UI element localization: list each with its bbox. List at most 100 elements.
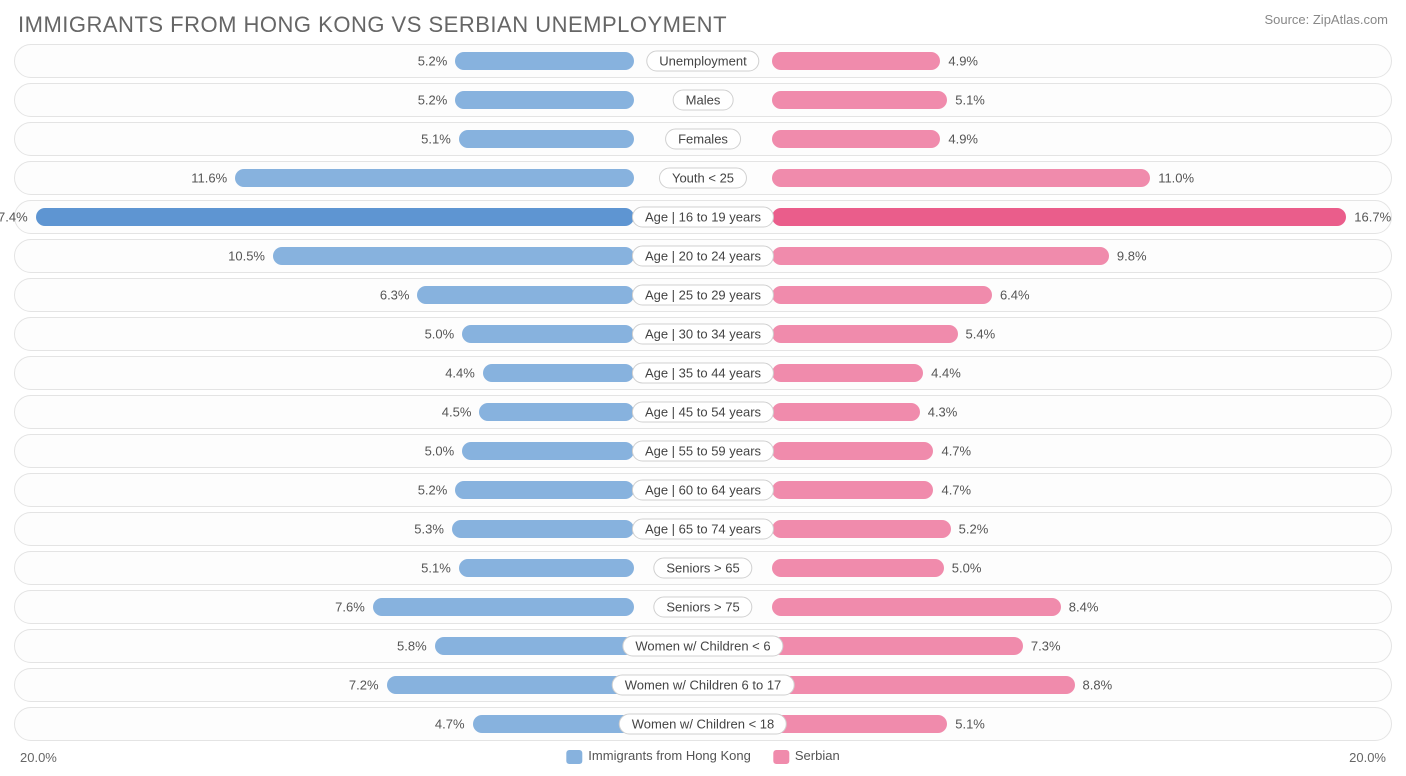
value-left: 5.0% xyxy=(425,327,455,342)
row-label: Age | 65 to 74 years xyxy=(632,519,774,540)
value-left: 7.6% xyxy=(335,600,365,615)
value-left: 5.2% xyxy=(418,483,448,498)
table-row: 4.5% 4.3% Age | 45 to 54 years xyxy=(14,395,1392,429)
value-left: 5.1% xyxy=(421,561,451,576)
value-left: 11.6% xyxy=(191,171,227,186)
bar-right xyxy=(772,520,951,538)
value-right: 8.4% xyxy=(1069,600,1099,615)
bar-right xyxy=(772,52,941,70)
table-row: 5.2% 5.1% Males xyxy=(14,83,1392,117)
value-left: 4.4% xyxy=(445,366,475,381)
bar-left xyxy=(273,247,634,265)
value-left: 5.2% xyxy=(418,93,448,108)
value-right: 5.1% xyxy=(955,93,985,108)
bar-left xyxy=(417,286,634,304)
value-left: 5.3% xyxy=(414,522,444,537)
value-right: 11.0% xyxy=(1158,171,1194,186)
value-right: 6.4% xyxy=(1000,288,1030,303)
row-label: Age | 20 to 24 years xyxy=(632,246,774,267)
chart-title: IMMIGRANTS FROM HONG KONG VS SERBIAN UNE… xyxy=(18,12,1392,38)
bar-left xyxy=(455,52,634,70)
value-right: 4.3% xyxy=(928,405,958,420)
bar-left xyxy=(373,598,634,616)
bar-left xyxy=(36,208,635,226)
table-row: 5.1% 4.9% Females xyxy=(14,122,1392,156)
table-row: 7.6%8.4%Seniors > 75 xyxy=(14,590,1392,624)
row-label: Age | 35 to 44 years xyxy=(632,363,774,384)
value-right: 9.8% xyxy=(1117,249,1147,264)
table-row: 4.4% 4.4% Age | 35 to 44 years xyxy=(14,356,1392,390)
table-row: 5.8%7.3%Women w/ Children < 6 xyxy=(14,629,1392,663)
value-right: 5.4% xyxy=(966,327,996,342)
bar-right xyxy=(772,286,992,304)
bar-right xyxy=(772,325,958,343)
bar-right xyxy=(772,169,1150,187)
bar-right xyxy=(772,91,947,109)
row-label: Women w/ Children < 6 xyxy=(622,636,783,657)
axis-right-max: 20.0% xyxy=(1349,750,1386,765)
bar-right xyxy=(772,559,944,577)
diverging-bar-chart: 5.2%4.9%Unemployment 5.2% 5.1% Males 5.1% 4.9… xyxy=(14,44,1392,741)
value-right: 8.8% xyxy=(1083,678,1113,693)
bar-left xyxy=(387,676,635,694)
value-left: 5.8% xyxy=(397,639,427,654)
row-label: Age | 60 to 64 years xyxy=(632,480,774,501)
row-label: Women w/ Children 6 to 17 xyxy=(612,675,795,696)
chart-legend: Immigrants from Hong Kong Serbian xyxy=(566,748,839,764)
table-row: 5.1%5.0%Seniors > 65 xyxy=(14,551,1392,585)
value-left: 5.0% xyxy=(425,444,455,459)
table-row: 5.0% 5.4% Age | 30 to 34 years xyxy=(14,317,1392,351)
bar-right xyxy=(772,715,947,733)
value-right: 4.9% xyxy=(948,54,978,69)
row-label: Age | 30 to 34 years xyxy=(632,324,774,345)
row-label: Age | 55 to 59 years xyxy=(632,441,774,462)
bar-right xyxy=(772,676,1075,694)
legend-label-left: Immigrants from Hong Kong xyxy=(588,748,751,763)
value-left: 5.1% xyxy=(421,132,451,147)
bar-left xyxy=(462,442,634,460)
value-left: 6.3% xyxy=(380,288,410,303)
bar-left xyxy=(479,403,634,421)
value-right: 5.1% xyxy=(955,717,985,732)
table-row: 5.0% 4.7% Age | 55 to 59 years xyxy=(14,434,1392,468)
legend-item-left: Immigrants from Hong Kong xyxy=(566,748,751,764)
legend-item-right: Serbian xyxy=(773,748,840,764)
value-right: 4.7% xyxy=(941,483,971,498)
bar-right xyxy=(772,637,1023,655)
row-label: Seniors > 65 xyxy=(653,558,752,579)
row-label: Age | 45 to 54 years xyxy=(632,402,774,423)
table-row: 7.2% 8.8% Women w/ Children 6 to 17 xyxy=(14,668,1392,702)
row-label: Women w/ Children < 18 xyxy=(619,714,787,735)
bar-left xyxy=(459,130,634,148)
bar-left xyxy=(462,325,634,343)
value-left: 7.2% xyxy=(349,678,379,693)
table-row: 5.2% 4.7% Age | 60 to 64 years xyxy=(14,473,1392,507)
bar-right xyxy=(772,247,1109,265)
value-right: 4.7% xyxy=(941,444,971,459)
value-left: 10.5% xyxy=(228,249,265,264)
bar-left xyxy=(473,715,635,733)
value-left: 17.4% xyxy=(0,210,28,225)
bar-left xyxy=(435,637,635,655)
table-row: 6.3%6.4%Age | 25 to 29 years xyxy=(14,278,1392,312)
bar-left xyxy=(235,169,634,187)
value-right: 4.9% xyxy=(948,132,978,147)
value-right: 4.4% xyxy=(931,366,961,381)
value-left: 4.7% xyxy=(435,717,465,732)
value-left: 4.5% xyxy=(442,405,472,420)
axis-left-max: 20.0% xyxy=(20,750,57,765)
axis-legend-row: 20.0% Immigrants from Hong Kong Serbian … xyxy=(14,746,1392,776)
bar-left xyxy=(455,91,634,109)
value-right: 5.2% xyxy=(959,522,989,537)
legend-label-right: Serbian xyxy=(795,748,840,763)
bar-left xyxy=(452,520,634,538)
bar-right xyxy=(772,598,1061,616)
bar-right xyxy=(772,130,941,148)
bar-right xyxy=(772,481,934,499)
table-row: 5.2%4.9%Unemployment xyxy=(14,44,1392,78)
row-label: Males xyxy=(673,90,734,111)
row-label: Females xyxy=(665,129,741,150)
row-label: Youth < 25 xyxy=(659,168,747,189)
row-label: Age | 16 to 19 years xyxy=(632,207,774,228)
bar-right xyxy=(772,364,923,382)
